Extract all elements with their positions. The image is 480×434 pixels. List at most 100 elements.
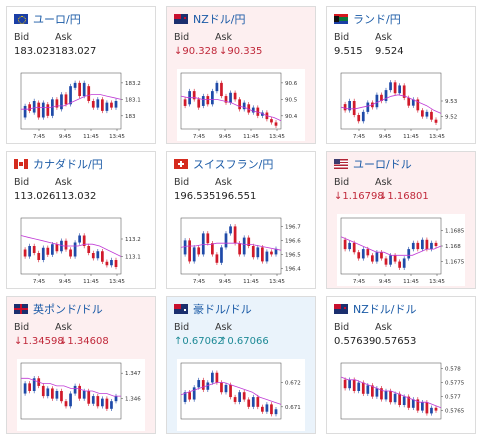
y-tick-label: 90.4 xyxy=(285,114,298,120)
candlestick-chart[interactable]: 90.6 90.5 90.4 7:45 9:45 11:45 13:45 xyxy=(177,69,305,141)
candle-body xyxy=(361,382,365,394)
chart-svg: 90.6 90.5 90.4 7:45 9:45 11:45 13:45 xyxy=(180,72,298,140)
x-tick-label: 7:45 xyxy=(33,279,46,285)
y-tick-label: 183.1 xyxy=(125,97,141,103)
y-tick-label: 1.168 xyxy=(445,244,461,250)
candle-body xyxy=(73,82,77,88)
candle-body xyxy=(398,85,401,94)
candlestick-chart[interactable]: 1.1685 1.168 1.1675 7:45 9:45 11:45 13:45 xyxy=(337,214,465,286)
y-tick-label: 196.6 xyxy=(285,238,301,244)
rate-card[interactable]: ユーロ/ドル Bid Ask ↓1.16798 ↓1.16801 1.1685 1.168 1… xyxy=(326,151,476,289)
currency-pair-link[interactable]: ユーロ/円 xyxy=(33,13,81,26)
chart-svg: 113.2 113.1 7:45 9:45 11:45 13:45 xyxy=(20,217,141,285)
currency-pair-link[interactable]: 英ポンド/ドル xyxy=(33,303,103,316)
candle-body xyxy=(343,104,347,111)
x-tick-label: 7:45 xyxy=(353,134,366,140)
currency-pair-link[interactable]: スイスフラン/円 xyxy=(193,158,274,171)
candle-body xyxy=(430,242,433,250)
candle-body xyxy=(114,260,118,267)
candle-body xyxy=(105,102,109,111)
x-tick-label: 13:45 xyxy=(269,279,285,285)
y-tick-label: 1.346 xyxy=(125,397,141,403)
rate-card[interactable]: カナダドル/円 Bid Ask 113.026 113.032 113.2 113.1 7:4… xyxy=(6,151,156,289)
candle-body xyxy=(407,396,411,408)
candle-body xyxy=(416,399,420,411)
rate-card[interactable]: ランド/円 Bid Ask 9.515 9.524 9.53 9.52 7:45 9:45 11:… xyxy=(326,6,476,144)
candle-body xyxy=(407,97,411,106)
candlestick-chart[interactable]: 0.672 0.671 xyxy=(177,359,305,431)
candle-body xyxy=(91,253,95,259)
currency-pair-link[interactable]: ランド/円 xyxy=(353,13,401,26)
candle-body xyxy=(55,99,59,108)
rate-card[interactable]: 豪ドル/ドル Bid Ask ↑0.67062 ↑0.67066 0.672 0.671 xyxy=(166,296,316,434)
candle-body xyxy=(411,242,415,250)
rate-card[interactable]: NZドル/ドル Bid Ask 0.57639 0.57653 0.578 0.5775 0.… xyxy=(326,296,476,434)
flag-icon xyxy=(334,14,348,24)
candle-body xyxy=(87,391,91,404)
candle-body xyxy=(37,253,41,260)
candle-body xyxy=(87,86,91,101)
candlestick-chart[interactable]: 113.2 113.1 7:45 9:45 11:45 13:45 xyxy=(17,214,145,286)
rate-card[interactable]: 英ポンド/ドル Bid Ask ↓1.34598 ↓1.34608 1.347 1.346 xyxy=(6,296,156,434)
rate-card[interactable]: ユーロ/円 Bid Ask 183.023 183.027 183.2 183.1 183 7:… xyxy=(6,6,156,144)
candlestick-chart[interactable]: 0.578 0.5775 0.577 0.5765 xyxy=(337,359,465,431)
candle-body xyxy=(110,401,113,409)
y-tick-label: 183.2 xyxy=(125,81,141,87)
x-tick-label: 11:45 xyxy=(403,134,419,140)
currency-pair-link[interactable]: NZドル/円 xyxy=(193,13,246,26)
candle-body xyxy=(247,104,251,113)
currency-pair-link[interactable]: NZドル/ドル xyxy=(353,303,417,316)
ask-label: Ask xyxy=(215,32,232,43)
candle-body xyxy=(421,402,424,411)
arrow-icon: ↓ xyxy=(14,336,23,347)
rate-card[interactable]: NZドル/円 Bid Ask ↓90.328 ↓90.335 90.6 90.5 90.4 7:… xyxy=(166,6,316,144)
currency-pair-link[interactable]: ユーロ/ドル xyxy=(353,158,412,171)
bid-label: Bid xyxy=(334,177,350,188)
bid-value: ↓1.34598 xyxy=(14,336,64,347)
candle-body xyxy=(206,96,210,105)
plot-frame xyxy=(340,72,442,130)
ask-value: ↓1.16801 xyxy=(379,191,429,202)
candle-body xyxy=(375,252,379,262)
bid-value: 183.023 xyxy=(14,46,56,57)
candlestick-chart[interactable]: 9.53 9.52 7:45 9:45 11:45 13:45 xyxy=(337,69,465,141)
y-tick-label: 90.5 xyxy=(285,97,298,103)
candle-body xyxy=(251,397,255,407)
rates-grid: ユーロ/円 Bid Ask 183.023 183.027 183.2 183.1 183 7:… xyxy=(6,6,476,434)
candle-body xyxy=(82,391,86,399)
bid-value: ↓1.16798 xyxy=(334,191,384,202)
candle-body xyxy=(366,385,370,394)
candle-body xyxy=(393,393,397,403)
x-tick-label: 9:45 xyxy=(219,134,232,140)
candle-body xyxy=(348,242,351,250)
candle-body xyxy=(434,242,438,246)
rate-card[interactable]: スイスフラン/円 Bid Ask 196.535 196.551 196.7 196.6 19… xyxy=(166,151,316,289)
currency-pair-link[interactable]: カナダドル/円 xyxy=(33,158,103,171)
candle-body xyxy=(201,380,205,390)
flag-icon xyxy=(334,304,348,314)
candle-body xyxy=(183,392,187,402)
candlestick-chart[interactable]: 196.7 196.6 196.5 196.4 7:45 9:45 11:45 13:45 xyxy=(177,214,305,286)
candlestick-chart[interactable]: 183.2 183.1 183 7:45 9:45 11:45 13:45 xyxy=(17,69,145,141)
y-tick-label: 0.577 xyxy=(445,395,461,401)
candle-body xyxy=(101,99,104,111)
candle-body xyxy=(430,407,433,414)
candle-body xyxy=(352,101,356,115)
candle-body xyxy=(183,240,187,255)
x-tick-label: 9:45 xyxy=(59,134,72,140)
moving-average-line xyxy=(21,377,121,397)
candle-body xyxy=(91,396,95,404)
candle-body xyxy=(375,94,379,108)
ask-label: Ask xyxy=(215,322,232,333)
currency-pair-link[interactable]: 豪ドル/ドル xyxy=(193,303,252,316)
plot-frame xyxy=(180,72,282,130)
chart-svg: 0.672 0.671 xyxy=(180,362,301,420)
bid-value: 113.026 xyxy=(14,191,56,202)
candle-body xyxy=(82,82,86,97)
candle-body xyxy=(238,392,241,402)
bid-label: Bid xyxy=(334,322,350,333)
candle-body xyxy=(211,243,214,255)
bid-label: Bid xyxy=(174,322,190,333)
candle-body xyxy=(110,260,113,266)
candlestick-chart[interactable]: 1.347 1.346 xyxy=(17,359,145,431)
